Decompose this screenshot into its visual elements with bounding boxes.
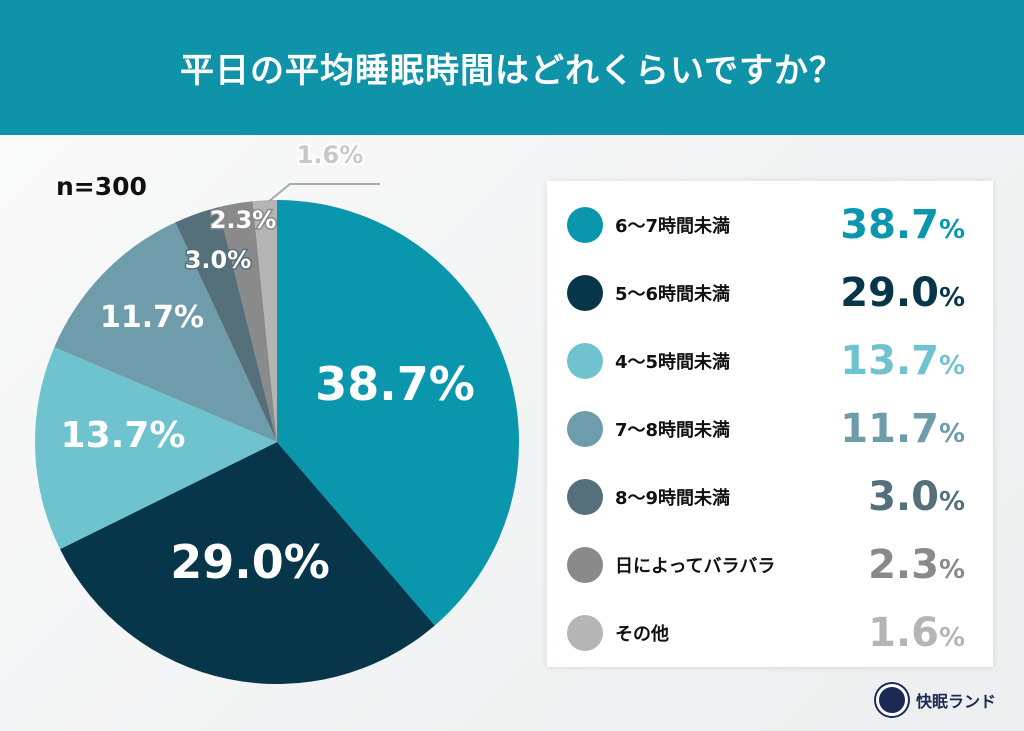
legend-swatch [567, 615, 603, 651]
legend-swatch [567, 275, 603, 311]
legend-item: その他 1.6% [547, 603, 993, 663]
data-label: 3.0% [185, 246, 252, 274]
data-label: 29.0% [170, 535, 330, 589]
chart-title: 平日の平均睡眠時間はどれくらいですか？ [180, 51, 844, 91]
brand-logo: 快眠ランド [876, 684, 996, 716]
pie-slice [34, 347, 277, 550]
pie-slice [277, 200, 519, 626]
sample-size: n=300 [56, 172, 147, 201]
legend-label: その他 [615, 624, 669, 645]
legend-value: 3.0% [868, 474, 965, 520]
logo-icon [876, 684, 908, 716]
legend-value: 38.7% [840, 202, 965, 248]
legend-label: 日によってバラバラ [615, 556, 776, 577]
leader-line [267, 183, 380, 203]
pie-slice [54, 222, 277, 442]
pie-slice [60, 442, 435, 684]
legend-value: 11.7% [840, 406, 965, 452]
legend-label: 7〜8時間未満 [615, 420, 731, 441]
legend-label: 6〜7時間未満 [615, 216, 731, 237]
legend-item: 6〜7時間未満 38.7% [547, 195, 993, 255]
legend-item: 8〜9時間未満 3.0% [547, 467, 993, 527]
legend-item: 7〜8時間未満 11.7% [547, 399, 993, 459]
data-label: 2.3% [210, 206, 277, 234]
legend-swatch [567, 479, 603, 515]
header: 平日の平均睡眠時間はどれくらいですか？ [0, 0, 1024, 135]
pie-slice [218, 201, 277, 442]
data-label: 11.7% [100, 300, 204, 335]
pie-slice [175, 207, 277, 442]
data-label: 1.6% [297, 141, 364, 169]
legend: 6〜7時間未満 38.7% 5〜6時間未満 29.0% 4〜5時間未満 13.7% 7〜8時… [547, 181, 993, 667]
legend-value: 29.0% [840, 270, 965, 316]
data-label: 38.7% [315, 357, 475, 411]
legend-label: 5〜6時間未満 [615, 284, 731, 305]
legend-swatch [567, 411, 603, 447]
legend-label: 4〜5時間未満 [615, 352, 731, 373]
legend-label: 8〜9時間未満 [615, 488, 731, 509]
pie-slice [252, 200, 277, 442]
legend-value: 13.7% [840, 338, 965, 384]
legend-swatch [567, 207, 603, 243]
legend-swatch [567, 343, 603, 379]
legend-value: 1.6% [868, 610, 965, 656]
legend-item: 日によってバラバラ 2.3% [547, 535, 993, 595]
data-label: 13.7% [61, 415, 186, 456]
legend-value: 2.3% [868, 542, 965, 588]
logo-text: 快眠ランド [916, 692, 997, 711]
legend-item: 4〜5時間未満 13.7% [547, 331, 993, 391]
legend-swatch [567, 547, 603, 583]
legend-item: 5〜6時間未満 29.0% [547, 263, 993, 323]
